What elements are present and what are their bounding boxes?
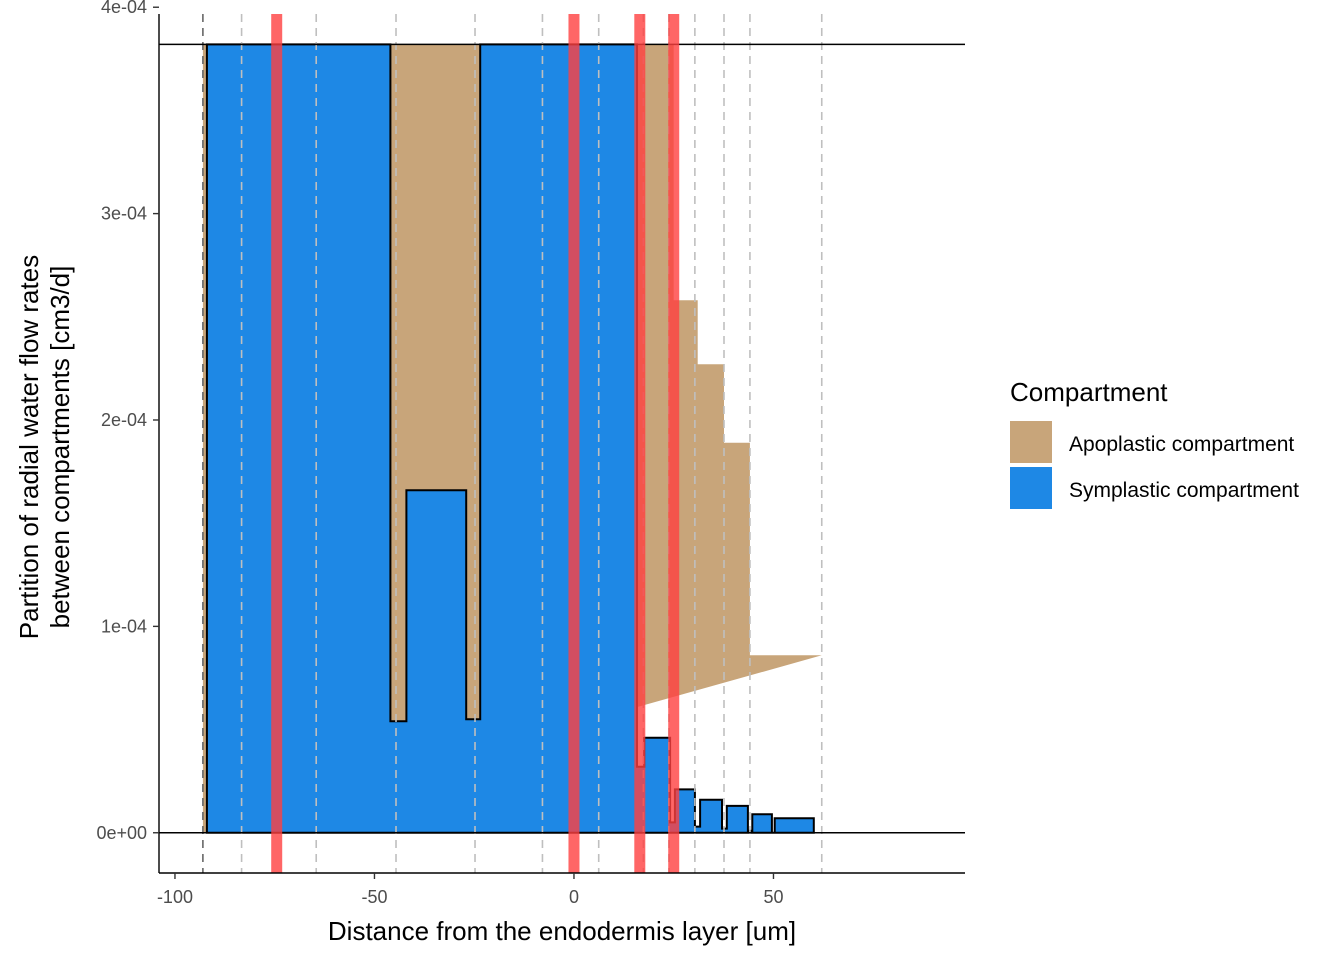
x-axis-title: Distance from the endodermis layer [um] (328, 916, 796, 946)
y-axis-title-line-2: between compartments [cm3/d] (45, 266, 75, 629)
legend: Compartment Apoplastic compartment Sympl… (1010, 377, 1299, 509)
x-tick-label: -50 (361, 887, 387, 907)
x-tick-label: 50 (763, 887, 783, 907)
plot-area (159, 14, 965, 873)
y-tick-label: 4e-04 (101, 0, 147, 17)
x-tick-label: 0 (569, 887, 579, 907)
legend-label-apoplastic: Apoplastic compartment (1069, 433, 1294, 456)
reference-lines (159, 43, 965, 834)
legend-title: Compartment (1010, 377, 1168, 407)
y-tick-label: 3e-04 (101, 204, 147, 224)
legend-swatch-apoplastic (1010, 421, 1052, 463)
axes: -100 -50 0 50 0e+00 1e-04 2e-04 3e-04 4e-04 (96, 0, 965, 907)
y-tick-label: 2e-04 (101, 410, 147, 430)
y-tick-label: 1e-04 (101, 616, 147, 636)
legend-swatch-symplastic (1010, 467, 1052, 509)
y-tick-label: 0e+00 (96, 823, 147, 843)
x-tick-label: -100 (157, 887, 193, 907)
legend-label-symplastic: Symplastic compartment (1069, 479, 1299, 502)
y-axis-title-line-1: Partition of radial water flow rates (14, 255, 44, 639)
red-bands (271, 14, 680, 873)
